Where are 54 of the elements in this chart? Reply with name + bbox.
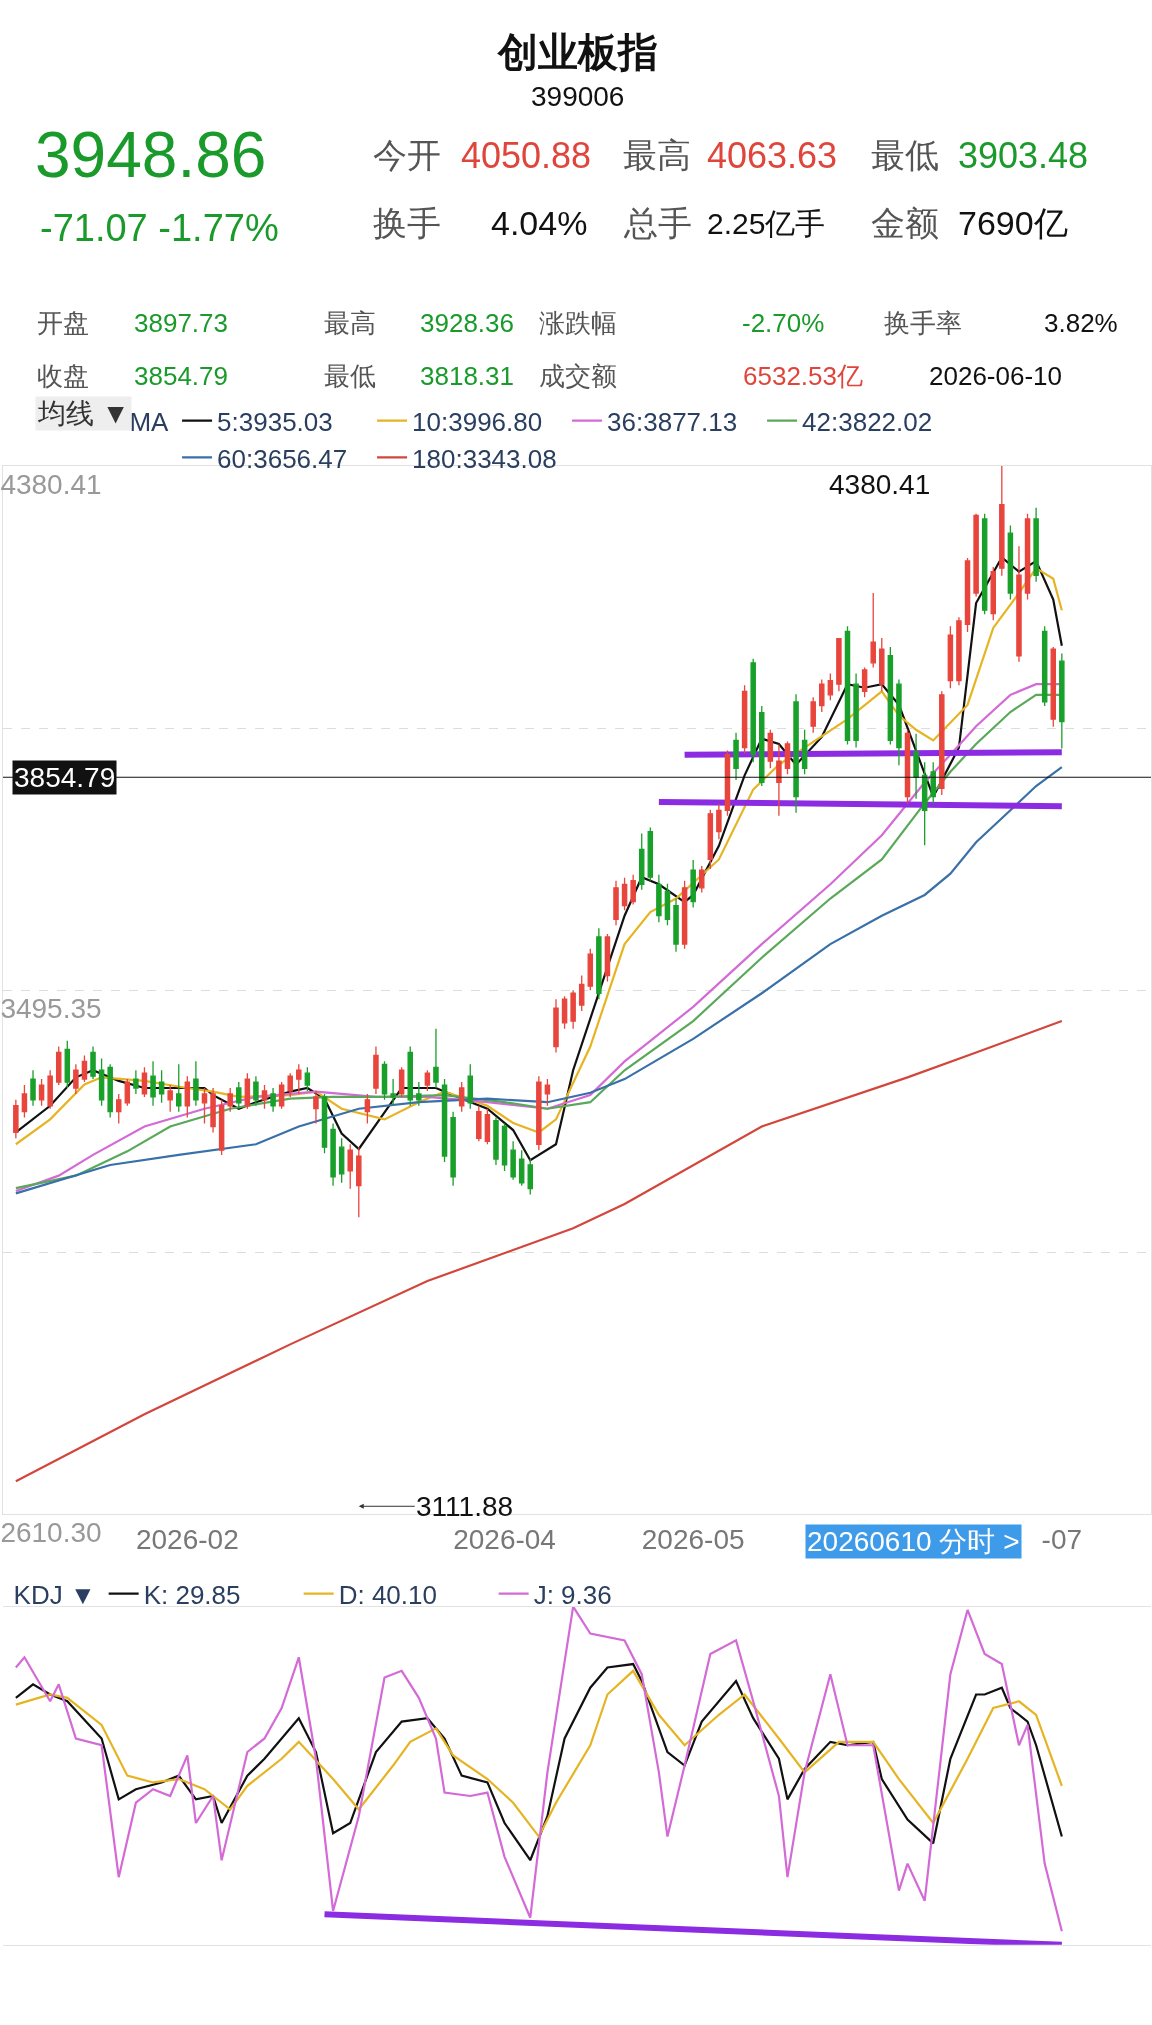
legend-title: KDJ ▼ bbox=[13, 1579, 96, 1610]
text: 均线 ▼ bbox=[37, 398, 130, 429]
text: 3903.48 bbox=[958, 135, 1089, 176]
text: 4.04% bbox=[491, 204, 588, 242]
text: 3948.86 bbox=[35, 119, 267, 191]
legend-label: 42:3822.02 bbox=[802, 406, 933, 437]
chart-title: 创业板指 bbox=[497, 30, 658, 74]
ref-line-label: 3854.79 bbox=[14, 762, 116, 793]
text: 最高 bbox=[623, 136, 691, 174]
text: 3.82% bbox=[1044, 308, 1118, 338]
text: 6532.53亿 bbox=[743, 361, 863, 391]
legend-label: K: 29.85 bbox=[143, 1579, 241, 1610]
text: 涨跌幅 bbox=[539, 308, 617, 338]
y-tick-label: 4380.41 bbox=[0, 468, 102, 500]
y-tick-label: 2610.30 bbox=[0, 1516, 102, 1548]
text: 最低 bbox=[871, 136, 939, 174]
text: 3818.31 bbox=[420, 361, 514, 391]
text: 开盘 bbox=[37, 308, 89, 338]
text: -2.70% bbox=[742, 308, 825, 338]
x-tick-label: 2026-05 bbox=[641, 1523, 745, 1555]
y-tick-label: 3495.35 bbox=[0, 992, 102, 1024]
text: 金额 bbox=[871, 204, 939, 242]
legend-label: D: 40.10 bbox=[338, 1579, 437, 1610]
text: 2.25亿手 bbox=[707, 207, 826, 240]
annotation: 3111.88 bbox=[416, 1491, 514, 1522]
legend-label: 60:3656.47 bbox=[217, 443, 348, 474]
text: 最低 bbox=[324, 361, 376, 391]
legend-label: 180:3343.08 bbox=[412, 443, 557, 474]
text: 7690亿 bbox=[958, 204, 1068, 242]
x-tick-label: -07 bbox=[1041, 1523, 1083, 1555]
text: 3897.73 bbox=[134, 308, 228, 338]
legend-label: 36:3877.13 bbox=[607, 406, 738, 437]
text: 收盘 bbox=[37, 361, 89, 391]
text: 换手率 bbox=[884, 308, 962, 338]
text: 3928.36 bbox=[420, 308, 514, 338]
text: 20260610 分时 > bbox=[807, 1526, 1020, 1557]
text: -71.07 -1.77% bbox=[40, 207, 279, 249]
text: 总手 bbox=[623, 204, 692, 242]
text: 2026-06-10 bbox=[929, 361, 1062, 391]
text: 今开 bbox=[373, 136, 441, 174]
text: 4050.88 bbox=[461, 135, 592, 176]
text: 3854.79 bbox=[134, 361, 228, 391]
legend-title: MA bbox=[129, 407, 170, 438]
text: 最高 bbox=[324, 308, 376, 338]
x-tick-label: 2026-04 bbox=[453, 1523, 556, 1555]
chart-subtitle: 399006 bbox=[531, 81, 625, 112]
text: 换手 bbox=[373, 204, 441, 242]
text: 成交额 bbox=[539, 361, 617, 391]
x-tick-label: 2026-02 bbox=[135, 1523, 239, 1555]
text: 4063.63 bbox=[707, 135, 838, 176]
legend-label: J: 9.36 bbox=[533, 1579, 612, 1610]
legend-label: 5:3935.03 bbox=[217, 406, 333, 437]
legend-label: 10:3996.80 bbox=[412, 406, 543, 437]
annotation: 4380.41 bbox=[829, 469, 931, 500]
